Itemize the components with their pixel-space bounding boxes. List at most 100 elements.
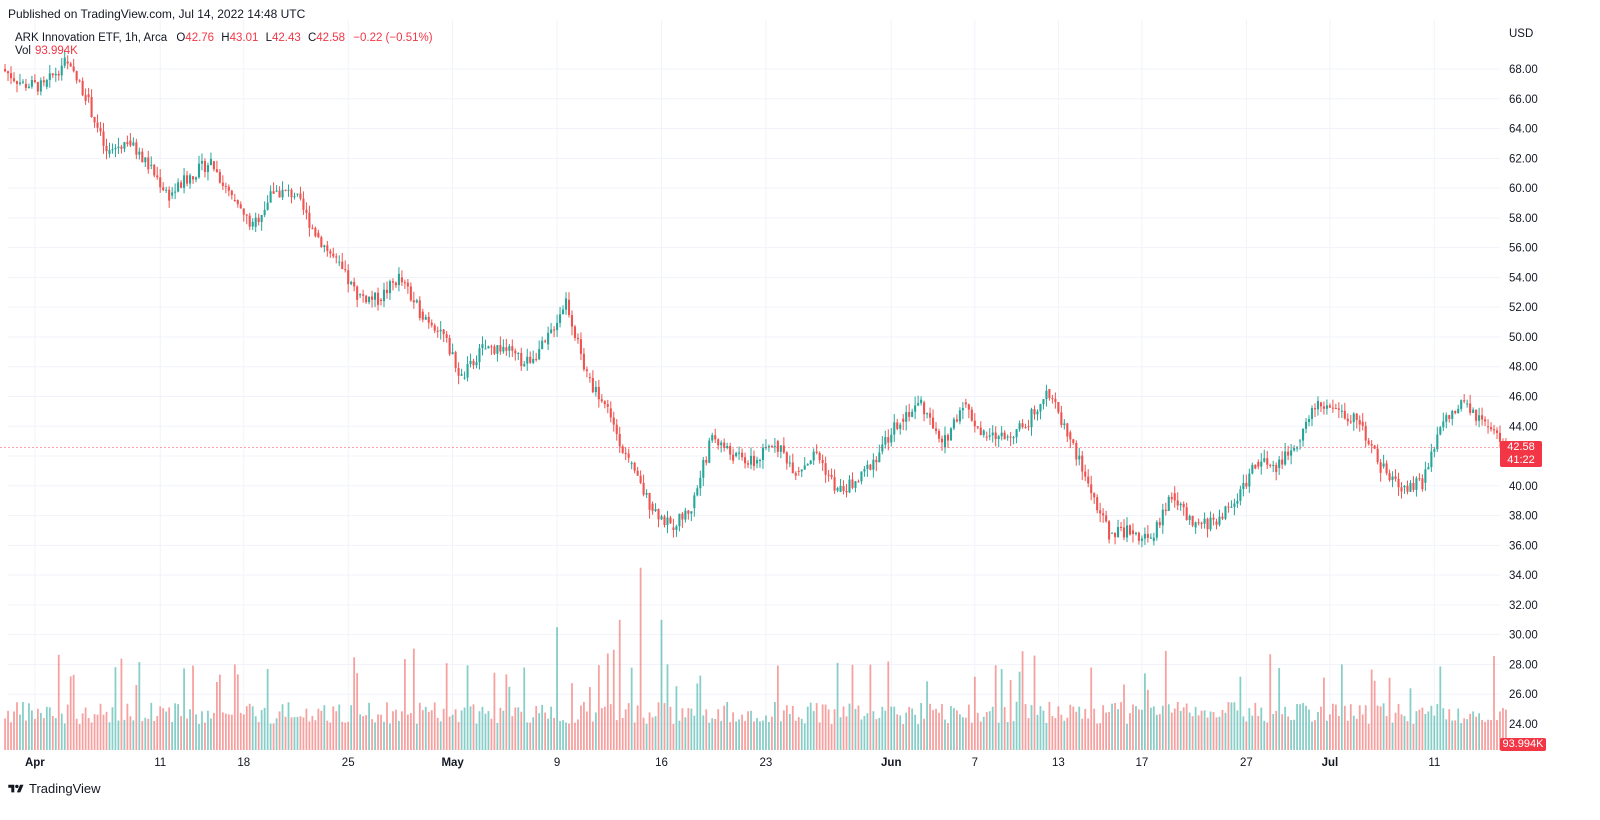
volume-bar xyxy=(568,723,570,750)
volume-bar xyxy=(848,703,851,750)
volume-bar xyxy=(389,723,391,750)
candle-body xyxy=(63,57,66,66)
volume-bar xyxy=(726,701,729,750)
candle-body xyxy=(1075,442,1078,460)
volume-bar xyxy=(472,704,475,750)
volume-bar xyxy=(1388,677,1391,750)
candle-body xyxy=(1325,405,1328,409)
candle-body xyxy=(475,362,478,366)
candle-body xyxy=(368,296,371,303)
volume-bar xyxy=(1096,723,1099,750)
volume-bar xyxy=(96,714,99,750)
symbol-name[interactable]: ARK Innovation ETF, 1h, Arca xyxy=(15,32,168,44)
volume-bar xyxy=(460,710,463,750)
volume-bar xyxy=(842,706,845,750)
candle-body xyxy=(732,454,735,461)
candle-body xyxy=(585,369,588,372)
volume-bar xyxy=(881,706,884,750)
volume-bar xyxy=(1367,723,1370,750)
candle-body xyxy=(937,430,941,439)
volume-bar xyxy=(1469,713,1472,750)
candle-body xyxy=(245,214,248,216)
candle-body xyxy=(418,300,421,319)
footer-brand[interactable]: TradingView xyxy=(8,781,101,796)
candle-body xyxy=(177,182,180,192)
volume-bar xyxy=(1215,717,1218,750)
candle-body xyxy=(973,420,976,427)
volume-bar xyxy=(1099,723,1102,750)
candle-body xyxy=(174,191,177,193)
candle-body xyxy=(490,346,493,348)
volume-bar xyxy=(1391,722,1394,750)
candle-body xyxy=(1487,426,1490,428)
volume-bar xyxy=(588,687,591,750)
candle-body xyxy=(400,277,403,283)
volume-bar xyxy=(827,709,830,750)
candle-body xyxy=(1090,484,1093,494)
volume-bar xyxy=(1000,669,1003,750)
candle-body xyxy=(1358,420,1361,425)
volume-bar xyxy=(93,714,96,750)
candle-body xyxy=(236,200,239,205)
volume-bar xyxy=(254,716,257,750)
volume-bar xyxy=(305,708,308,750)
volume-bar xyxy=(1311,721,1313,750)
candle-body xyxy=(1445,415,1448,422)
volume-bar xyxy=(1224,712,1227,750)
volume-bar xyxy=(1314,720,1316,750)
volume-bar xyxy=(147,718,150,750)
volume-bar xyxy=(720,721,723,750)
candle-body xyxy=(1024,427,1027,429)
volume-bar xyxy=(890,706,893,750)
volume-bar xyxy=(1260,707,1263,750)
volume-bar xyxy=(36,708,39,750)
volume-bar xyxy=(144,717,147,750)
candle-body xyxy=(857,481,860,483)
candle-body xyxy=(788,462,791,464)
candle-body xyxy=(544,340,547,342)
candle-body xyxy=(806,464,809,466)
candle-body xyxy=(997,436,1000,440)
candle-body xyxy=(93,116,96,123)
volume-bar xyxy=(1305,705,1307,750)
candle-body xyxy=(967,404,970,410)
candle-body xyxy=(1313,408,1317,410)
price-tick-label: 50.00 xyxy=(1509,332,1538,344)
candle-body xyxy=(1131,530,1135,534)
volume-bar xyxy=(1009,680,1012,750)
currency-label[interactable]: USD xyxy=(1509,28,1534,40)
volume-bar xyxy=(380,714,382,750)
candle-body xyxy=(1233,503,1236,507)
volume-bar xyxy=(1445,719,1448,750)
candle-body xyxy=(347,270,350,285)
candle-body xyxy=(1036,411,1039,415)
candle-body xyxy=(845,490,848,493)
volume-bar xyxy=(317,708,320,750)
change-value: −0.22 (−0.51%) xyxy=(353,32,433,44)
volume-bar xyxy=(216,682,218,750)
candle-body xyxy=(1164,509,1167,511)
candle-body xyxy=(469,360,472,365)
volume-bar xyxy=(344,722,347,750)
candle-body xyxy=(391,281,395,283)
volume-bar xyxy=(1141,709,1143,750)
volume-bar xyxy=(123,719,126,750)
volume-bar xyxy=(10,722,12,750)
volume-bar xyxy=(269,723,272,750)
volume-bar xyxy=(102,714,105,750)
volume-bar xyxy=(78,723,81,750)
volume-label[interactable]: Vol xyxy=(15,45,31,57)
volume-bar xyxy=(302,717,305,750)
volume-bar xyxy=(1296,704,1298,750)
volume-bar xyxy=(1334,704,1337,750)
volume-bar xyxy=(824,704,827,750)
volume-bar xyxy=(714,718,717,750)
candle-body xyxy=(1498,432,1502,442)
volume-bar xyxy=(132,720,135,750)
volume-bar xyxy=(559,720,561,750)
volume-bar xyxy=(523,667,526,750)
candle-body xyxy=(27,86,30,88)
candle-body xyxy=(409,286,412,301)
volume-bar xyxy=(869,664,872,750)
